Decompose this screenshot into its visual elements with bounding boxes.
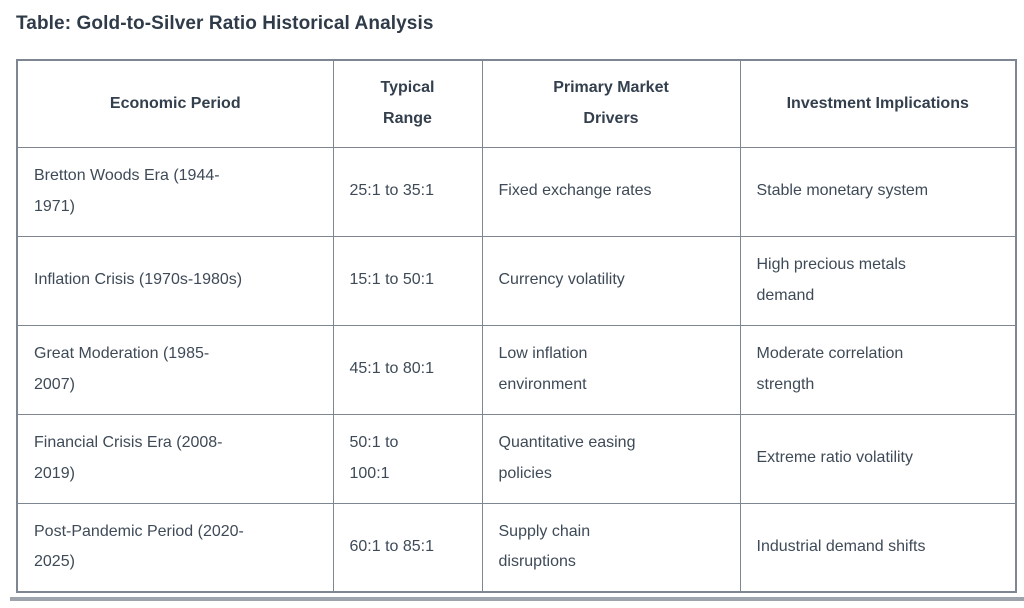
table-header-row: Economic Period Typical Range Primary Ma… [16,59,1017,148]
column-header-typical-range: Typical Range [332,59,483,148]
cell-market-drivers: Low inflation environment [481,324,741,415]
cell-typical-range: 45:1 to 80:1 [332,324,483,415]
cell-investment-implications: High precious metals demand [739,235,1017,326]
cell-typical-range: 60:1 to 85:1 [332,502,483,593]
column-header-primary-market-drivers: Primary Market Drivers [481,59,741,148]
column-header-economic-period: Economic Period [16,59,334,148]
page-title: Table: Gold-to-Silver Ratio Historical A… [16,13,434,34]
cell-investment-implications: Stable monetary system [739,146,1017,237]
cell-economic-period: Bretton Woods Era (1944- 1971) [16,146,334,237]
cell-economic-period: Great Moderation (1985- 2007) [16,324,334,415]
table-row-bretton-woods: Bretton Woods Era (1944- 1971) 25:1 to 3… [16,146,1017,237]
cell-typical-range: 25:1 to 35:1 [332,146,483,237]
gold-silver-ratio-table: Economic Period Typical Range Primary Ma… [16,59,1017,593]
column-header-investment-implications: Investment Implications [739,59,1017,148]
cell-market-drivers: Quantitative easing policies [481,413,741,504]
cell-market-drivers: Fixed exchange rates [481,146,741,237]
cell-market-drivers: Supply chain disruptions [481,502,741,593]
cell-market-drivers: Currency volatility [481,235,741,326]
cell-typical-range: 15:1 to 50:1 [332,235,483,326]
table-row-financial-crisis: Financial Crisis Era (2008- 2019) 50:1 t… [16,413,1017,504]
cell-investment-implications: Moderate correlation strength [739,324,1017,415]
cell-investment-implications: Extreme ratio volatility [739,413,1017,504]
bottom-divider [10,597,1024,601]
table-row-post-pandemic: Post-Pandemic Period (2020- 2025) 60:1 t… [16,502,1017,593]
cell-typical-range: 50:1 to 100:1 [332,413,483,504]
table-row-inflation-crisis: Inflation Crisis (1970s-1980s) 15:1 to 5… [16,235,1017,326]
cell-investment-implications: Industrial demand shifts [739,502,1017,593]
cell-economic-period: Inflation Crisis (1970s-1980s) [16,235,334,326]
cell-economic-period: Financial Crisis Era (2008- 2019) [16,413,334,504]
cell-economic-period: Post-Pandemic Period (2020- 2025) [16,502,334,593]
table-row-great-moderation: Great Moderation (1985- 2007) 45:1 to 80… [16,324,1017,415]
